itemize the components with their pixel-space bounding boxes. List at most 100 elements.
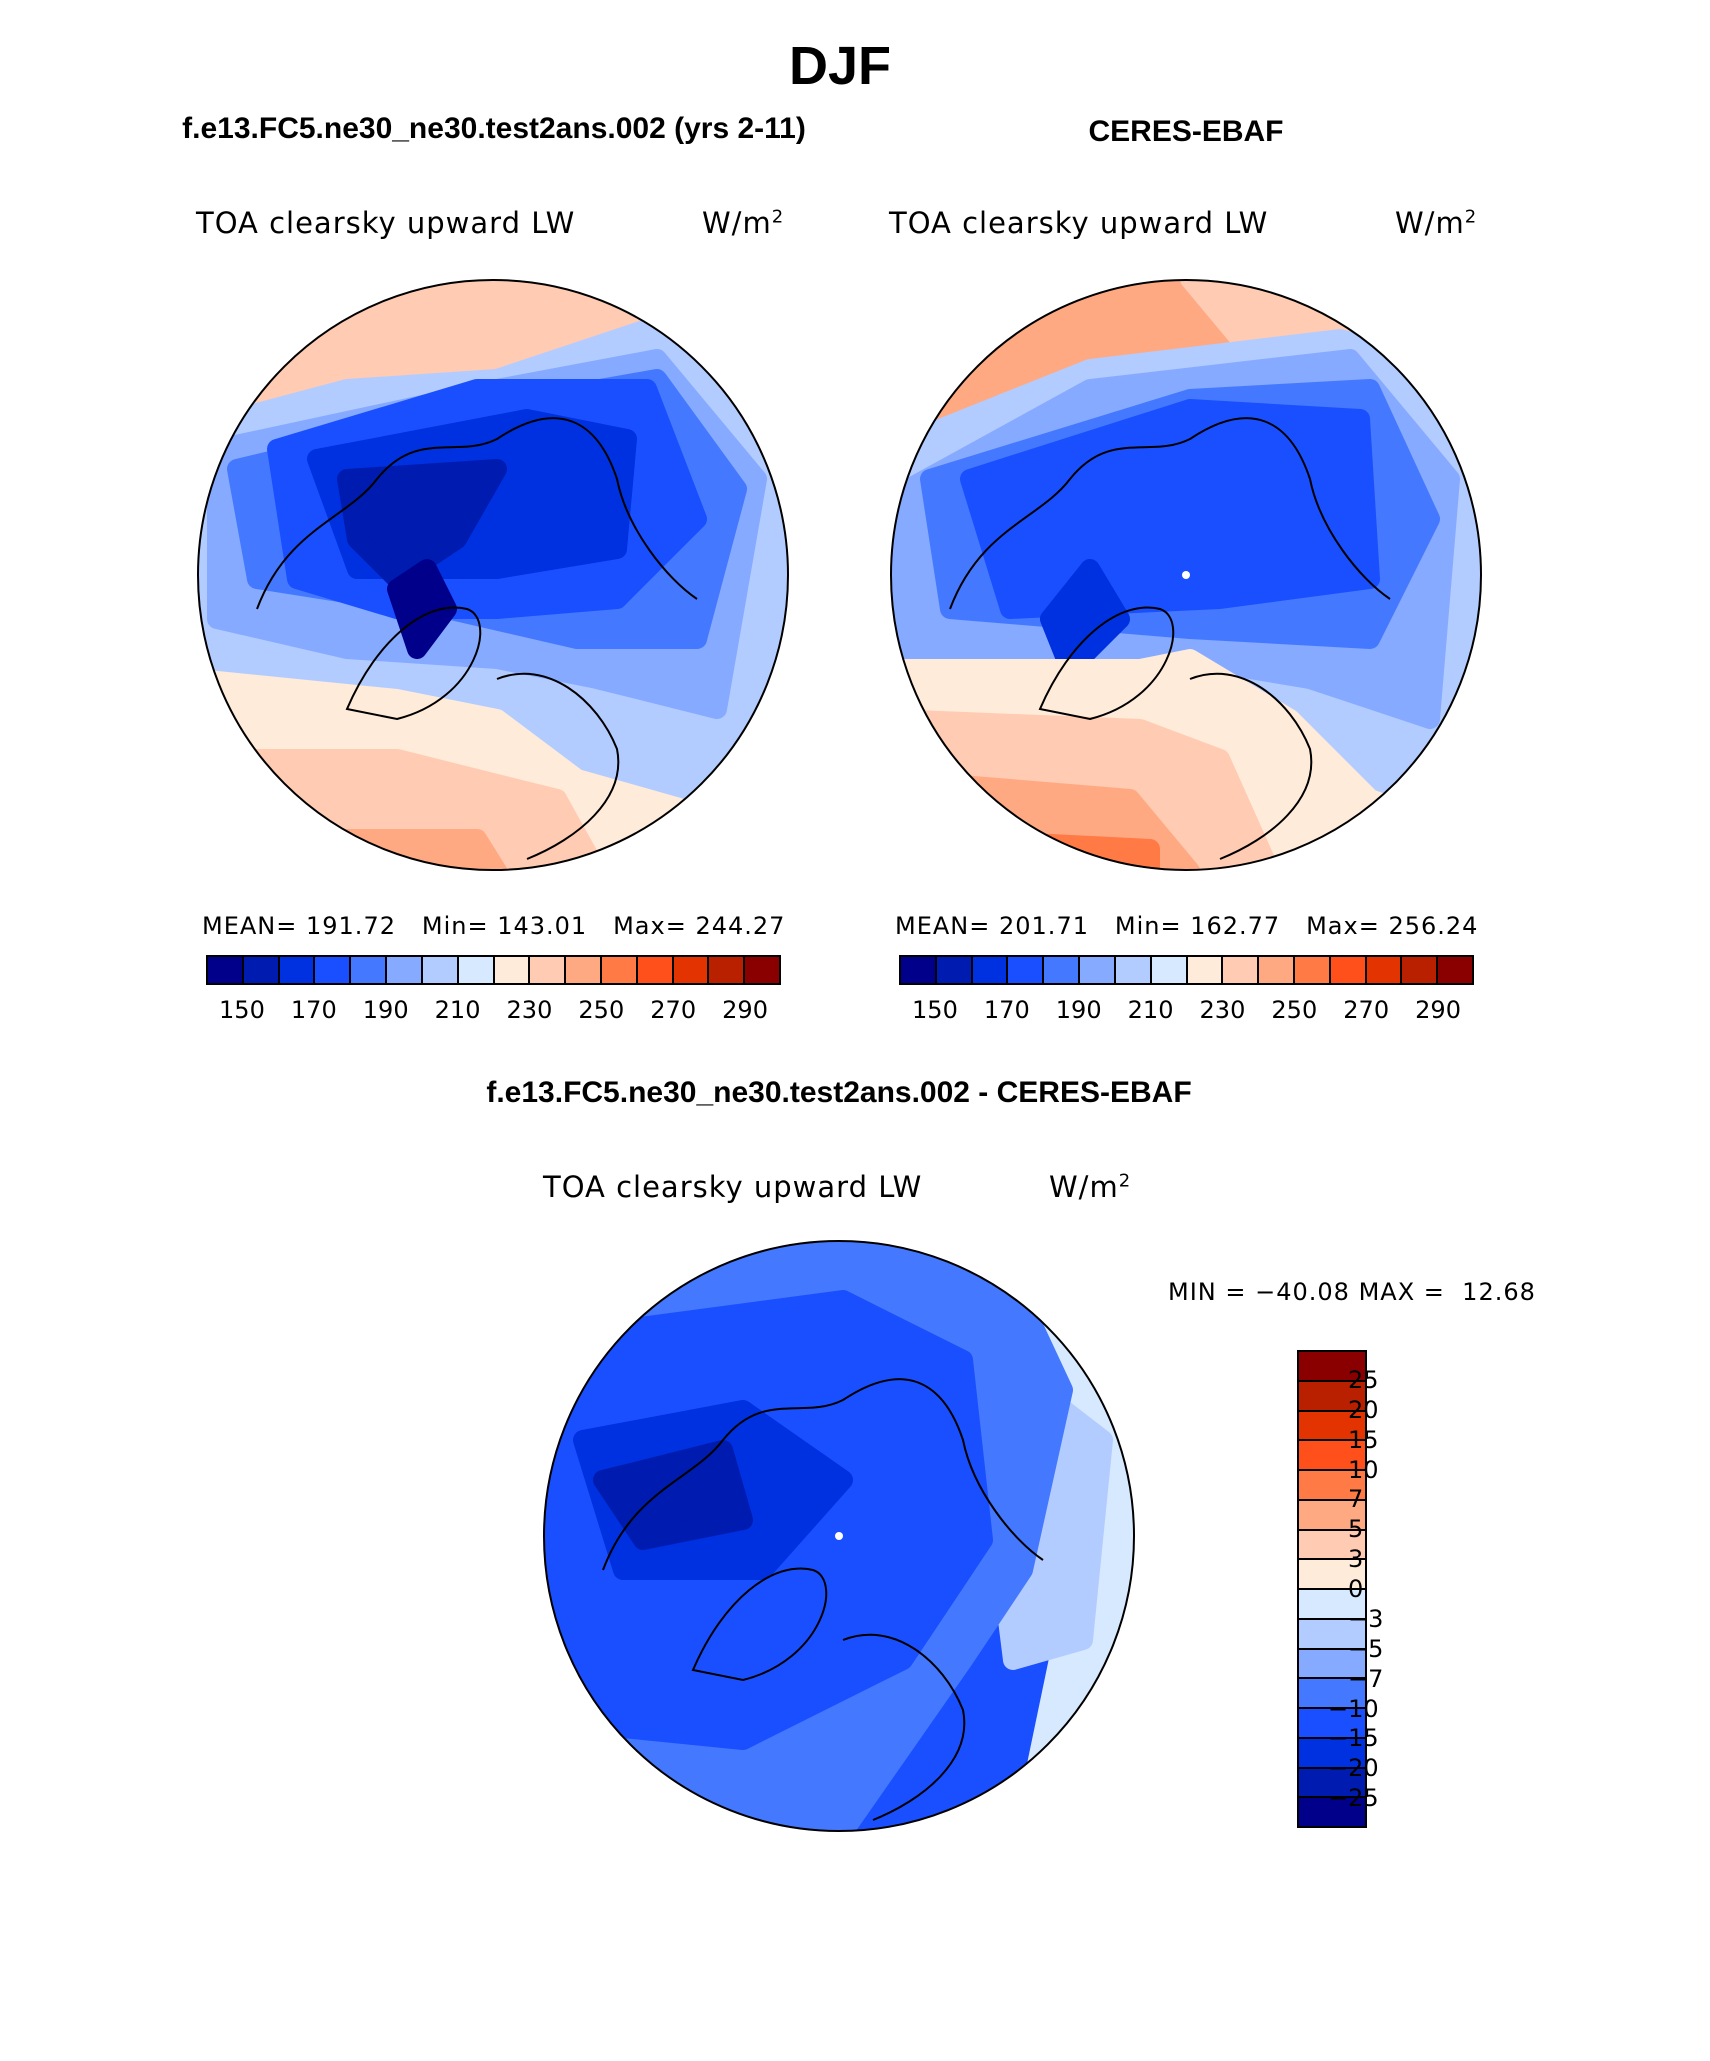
colorbar-tick-label: 7: [1348, 1485, 1364, 1514]
coastline-greenland: [691, 1567, 828, 1682]
colorbar-box: [1299, 1619, 1365, 1650]
colorbar-box: [1299, 1590, 1365, 1620]
colorbar-box: [1402, 957, 1439, 983]
max-value: 244.27: [695, 912, 786, 940]
colorbar-tick-label: 270: [650, 996, 697, 1024]
colorbar-box: [1438, 957, 1472, 983]
field-region: [940, 829, 1160, 870]
colorbar-box: [1299, 1411, 1365, 1442]
colorbar-box: [1299, 1471, 1365, 1501]
mean-value: 201.71: [999, 912, 1089, 940]
colorbar-box: [494, 957, 531, 983]
panel3-subtitle: f.e13.FC5.ne30_ne30.test2ans.002 - CERES…: [486, 1076, 1192, 1109]
colorbar-box: [1115, 957, 1152, 983]
min-value: 143.01: [497, 912, 588, 940]
max-label: Max=: [1306, 912, 1380, 940]
panel2-units: W/m2: [1395, 206, 1478, 240]
field-region: [593, 1440, 753, 1550]
coastline-europe: [842, 1633, 966, 1821]
colorbar-tick-label: 250: [578, 996, 625, 1024]
colorbar-tick-label: 15: [1348, 1425, 1379, 1454]
colorbar-tick-label: 210: [434, 996, 481, 1024]
colorbar-box: [901, 957, 937, 983]
pole-marker: [835, 1532, 843, 1540]
colorbar-box: [1299, 1768, 1365, 1799]
field-region: [960, 399, 1380, 619]
colorbar-tick-label: −3: [1348, 1604, 1384, 1633]
colorbar-tick-label: −10: [1328, 1694, 1379, 1723]
colorbar-box: [1299, 1738, 1365, 1769]
colorbar-box: [208, 957, 244, 983]
colorbar-box: [351, 957, 388, 983]
min-label: MIN =: [1168, 1278, 1247, 1306]
colorbar-tick-label: 5: [1348, 1515, 1364, 1544]
colorbar-tick-label: 230: [1199, 996, 1246, 1024]
min-value: −40.08: [1255, 1278, 1350, 1306]
colorbar-tick-label: −20: [1328, 1754, 1379, 1783]
panel1-subtitle: f.e13.FC5.ne30_ne30.test2ans.002 (yrs 2-…: [182, 112, 806, 145]
field-region: [387, 559, 457, 659]
colorbar-box: [1330, 957, 1367, 983]
colorbar-box: [422, 957, 459, 983]
panel1-units: W/m2: [702, 206, 785, 240]
max-label: Max=: [613, 912, 687, 940]
colorbar-tick-label: 190: [1055, 996, 1102, 1024]
colorbar-tick-label: 190: [362, 996, 409, 1024]
colorbar-box: [745, 957, 779, 983]
colorbar-box: [1299, 1649, 1365, 1680]
colorbar-box: [1299, 1381, 1365, 1412]
colorbar-box: [1259, 957, 1295, 983]
colorbar-box: [1008, 957, 1045, 983]
colorbar-box: [601, 957, 638, 983]
coastline-greenland: [1038, 606, 1175, 721]
colorbar-box: [1299, 1441, 1365, 1471]
max-value: 12.68: [1462, 1278, 1536, 1306]
colorbar-box: [1044, 957, 1081, 983]
colorbar-tick-label: −25: [1328, 1784, 1379, 1813]
panel1-title: TOA clearsky upward LW: [196, 206, 576, 240]
colorbar-tick-label: 290: [1415, 996, 1461, 1024]
colorbar-box: [1187, 957, 1224, 983]
field-layer: [198, 280, 788, 870]
field-region: [1040, 559, 1130, 679]
colorbar-box: [1299, 1798, 1365, 1826]
min-label: Min=: [421, 912, 489, 940]
colorbar-box: [673, 957, 710, 983]
coastline-europe: [1189, 672, 1313, 860]
colorbar-tick-label: −15: [1328, 1724, 1379, 1753]
colorbar-tick-label: 270: [1343, 996, 1390, 1024]
colorbar-tick-label: 290: [722, 996, 768, 1024]
colorbar-box: [458, 957, 495, 983]
panel3-title: TOA clearsky upward LW: [543, 1170, 923, 1204]
coastline: [256, 417, 698, 610]
colorbar-box: [1294, 957, 1331, 983]
colorbar-tick-label: 230: [506, 996, 553, 1024]
colorbar-tick-label: 170: [290, 996, 337, 1024]
colorbar-box: [387, 957, 423, 983]
map-border: [543, 1240, 1135, 1832]
colorbar-box: [243, 957, 280, 983]
colorbar-box: [936, 957, 973, 983]
colorbar-box: [709, 957, 746, 983]
max-value: 256.24: [1388, 912, 1479, 940]
coastline: [602, 1378, 1044, 1571]
colorbar-box: [1299, 1709, 1365, 1739]
colorbar-box: [1299, 1500, 1365, 1531]
colorbar-tick-label: −7: [1348, 1664, 1384, 1693]
coastline: [949, 417, 1391, 610]
mean-value: 191.72: [306, 912, 396, 940]
max-label: MAX =: [1358, 1278, 1445, 1306]
panel2-stats: MEAN= 201.71 Min= 162.77 Max= 256.24: [895, 912, 1478, 940]
panel1-colorbar: [206, 955, 781, 985]
colorbar-box: [279, 957, 316, 983]
colorbar-box: [315, 957, 352, 983]
colorbar-box: [1299, 1560, 1365, 1590]
panel3-units: W/m2: [1049, 1170, 1132, 1204]
colorbar-tick-label: 150: [219, 996, 265, 1024]
colorbar-tick-label: 10: [1348, 1455, 1379, 1484]
colorbar-box: [566, 957, 602, 983]
colorbar-tick-label: 3: [1348, 1545, 1364, 1574]
field-layer: [891, 280, 1481, 870]
map-border: [197, 279, 789, 871]
